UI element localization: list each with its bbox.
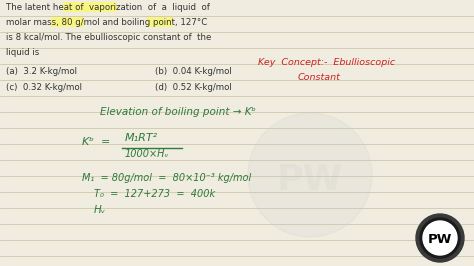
Text: M₁RT²: M₁RT² — [125, 133, 158, 143]
Circle shape — [416, 214, 464, 262]
Text: is 8 kcal/mol. The ebullioscopic constant of  the: is 8 kcal/mol. The ebullioscopic constan… — [6, 33, 211, 42]
Text: Kᵇ  =: Kᵇ = — [82, 137, 110, 147]
Text: The latent heat of  vaporization  of  a  liquid  of: The latent heat of vaporization of a liq… — [6, 3, 210, 12]
Circle shape — [420, 218, 460, 258]
Text: (b)  0.04 K-kg/mol: (b) 0.04 K-kg/mol — [155, 67, 232, 76]
Text: Key  Concept:-  Ebullioscopic: Key Concept:- Ebullioscopic — [258, 58, 395, 67]
Text: molar mass, 80 g/mol and boiling point, 127°C: molar mass, 80 g/mol and boiling point, … — [6, 18, 207, 27]
Text: (c)  0.32 K-kg/mol: (c) 0.32 K-kg/mol — [6, 83, 82, 92]
Text: T₀  =  127+273  =  400k: T₀ = 127+273 = 400k — [94, 189, 215, 199]
Text: (d)  0.52 K-kg/mol: (d) 0.52 K-kg/mol — [155, 83, 232, 92]
Text: Constant: Constant — [298, 73, 341, 82]
Text: 1000×Hᵥ: 1000×Hᵥ — [125, 149, 170, 159]
FancyBboxPatch shape — [147, 17, 173, 27]
Text: M₁  = 80g/mol  =  80×10⁻³ kg/mol: M₁ = 80g/mol = 80×10⁻³ kg/mol — [82, 173, 251, 183]
Text: (a)  3.2 K-kg/mol: (a) 3.2 K-kg/mol — [6, 67, 77, 76]
Text: liquid is: liquid is — [6, 48, 39, 57]
Text: PW: PW — [428, 233, 452, 246]
Circle shape — [248, 113, 372, 237]
Circle shape — [423, 221, 457, 255]
Text: PW: PW — [277, 163, 343, 197]
FancyBboxPatch shape — [63, 2, 117, 11]
FancyBboxPatch shape — [51, 17, 84, 27]
Text: Elevation of boiling point → Kᵇ: Elevation of boiling point → Kᵇ — [100, 107, 256, 117]
Text: Hᵥ: Hᵥ — [94, 205, 106, 215]
